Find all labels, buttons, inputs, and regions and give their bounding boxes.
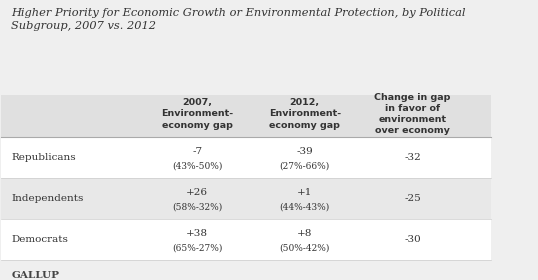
Text: (50%-42%): (50%-42%) bbox=[280, 244, 330, 253]
Text: Change in gap
in favor of
environment
over economy: Change in gap in favor of environment ov… bbox=[374, 93, 451, 135]
Text: Democrats: Democrats bbox=[11, 235, 68, 244]
FancyBboxPatch shape bbox=[2, 137, 491, 178]
FancyBboxPatch shape bbox=[2, 219, 491, 260]
Text: Higher Priority for Economic Growth or Environmental Protection, by Political
Su: Higher Priority for Economic Growth or E… bbox=[11, 8, 466, 31]
Text: 2012,
Environment-
economy gap: 2012, Environment- economy gap bbox=[268, 98, 341, 130]
Text: -30: -30 bbox=[404, 235, 421, 244]
Text: -25: -25 bbox=[404, 194, 421, 203]
Text: -32: -32 bbox=[404, 153, 421, 162]
Text: GALLUP: GALLUP bbox=[11, 271, 59, 280]
Text: Independents: Independents bbox=[11, 194, 83, 203]
Text: +26: +26 bbox=[186, 188, 208, 197]
Text: (27%-66%): (27%-66%) bbox=[280, 162, 330, 171]
Text: Republicans: Republicans bbox=[11, 153, 76, 162]
Text: (65%-27%): (65%-27%) bbox=[172, 244, 222, 253]
FancyBboxPatch shape bbox=[2, 95, 491, 137]
Text: +1: +1 bbox=[297, 188, 313, 197]
Text: -39: -39 bbox=[296, 147, 313, 156]
Text: +38: +38 bbox=[186, 228, 208, 238]
Text: (43%-50%): (43%-50%) bbox=[172, 162, 222, 171]
Text: -7: -7 bbox=[192, 147, 202, 156]
FancyBboxPatch shape bbox=[2, 178, 491, 219]
Text: 2007,
Environment-
economy gap: 2007, Environment- economy gap bbox=[161, 98, 233, 130]
Text: (44%-43%): (44%-43%) bbox=[280, 203, 330, 212]
Text: (58%-32%): (58%-32%) bbox=[172, 203, 222, 212]
Text: +8: +8 bbox=[297, 228, 313, 238]
